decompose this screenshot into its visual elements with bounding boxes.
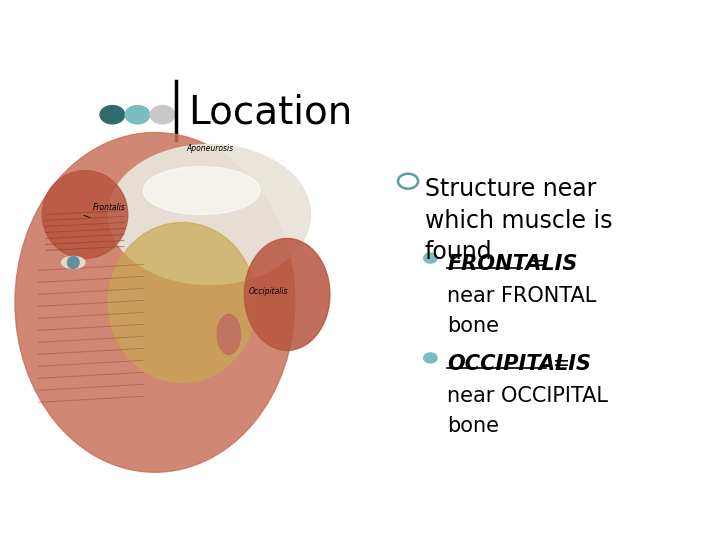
- Text: near OCCIPITAL: near OCCIPITAL: [447, 386, 608, 406]
- Circle shape: [398, 174, 418, 188]
- Ellipse shape: [217, 314, 240, 354]
- Text: Occipitalis: Occipitalis: [248, 287, 288, 296]
- Text: Location: Location: [188, 94, 352, 132]
- Ellipse shape: [108, 222, 256, 382]
- Text: bone: bone: [447, 316, 499, 336]
- Ellipse shape: [62, 256, 85, 268]
- Circle shape: [125, 105, 150, 124]
- Text: near FRONTAL: near FRONTAL: [447, 286, 596, 306]
- Ellipse shape: [143, 166, 260, 214]
- Text: =: =: [546, 354, 571, 374]
- Circle shape: [150, 105, 175, 124]
- Circle shape: [423, 253, 437, 263]
- Circle shape: [68, 256, 79, 268]
- Text: Frontalis: Frontalis: [93, 204, 125, 213]
- Text: FRONTALIS: FRONTALIS: [447, 254, 577, 274]
- Text: bone: bone: [447, 416, 499, 436]
- Ellipse shape: [42, 171, 127, 259]
- Circle shape: [423, 353, 437, 363]
- Ellipse shape: [108, 145, 310, 285]
- Ellipse shape: [15, 132, 295, 472]
- Circle shape: [100, 105, 125, 124]
- Text: =: =: [523, 254, 546, 274]
- Ellipse shape: [244, 239, 330, 350]
- Text: Aponeurosis: Aponeurosis: [186, 144, 233, 153]
- Text: Structure near
which muscle is
found: Structure near which muscle is found: [425, 177, 612, 264]
- Text: OCCIPITALIS: OCCIPITALIS: [447, 354, 591, 374]
